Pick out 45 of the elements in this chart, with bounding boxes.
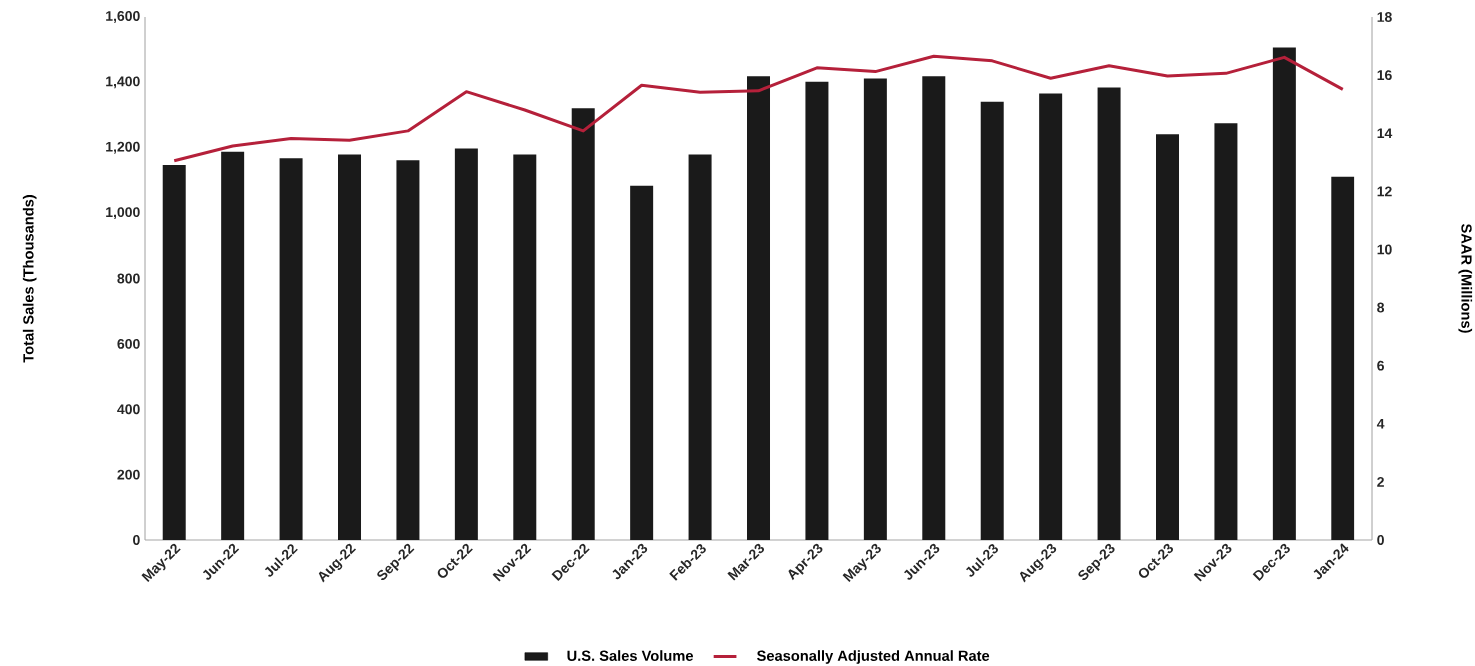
y2-axis-title: SAAR (Millions) [1458,223,1473,333]
bar [513,154,537,540]
bar [688,154,712,540]
bar [1039,93,1063,540]
y-tick-label: 0 [133,535,140,545]
bar [1097,87,1121,540]
y-tick-label: 1,000 [106,207,140,220]
line-series [172,54,1345,163]
y2-tick-label: 4 [1376,418,1385,429]
bar [747,76,770,540]
y2-tick-label: 16 [1377,70,1392,81]
bar [279,158,303,540]
bar [571,108,595,540]
bar [1331,176,1355,540]
bar [630,185,654,540]
y-tick-label: 400 [117,404,140,415]
bar [338,154,362,540]
bar [221,151,245,540]
y2-tick-label: 14 [1377,128,1393,139]
y-tick-label: 600 [117,338,140,349]
y-tick-label: 800 [117,273,140,284]
y-tick-label: 200 [117,469,140,480]
bar [1272,47,1296,540]
y2-tick-label: 0 [1377,535,1384,545]
y-tick-label: 1,200 [106,141,140,154]
bar [863,78,887,540]
y-tick-label: 1,400 [106,76,140,89]
bar [922,76,946,540]
bar [805,81,829,540]
y-axis-title: Total Sales (Thousands) [22,195,37,363]
legend-label: Seasonally Adjusted Annual Rate [757,650,990,664]
bar [162,165,186,540]
y2-tick-label: 18 [1377,12,1392,22]
bar [396,160,420,540]
y2-tick-label: 12 [1377,186,1392,197]
y2-tick-label: 6 [1377,360,1384,371]
y2-tick-label: 2 [1377,477,1384,487]
bar [1156,134,1180,540]
bar [1214,123,1238,540]
y2-tick-label: 10 [1377,244,1392,255]
bar [980,101,1004,540]
legend-label: U.S. Sales Volume [567,650,694,661]
bar [454,148,478,540]
y2-tick-label: 8 [1377,302,1385,313]
y-tick-label: 1,600 [106,11,140,23]
